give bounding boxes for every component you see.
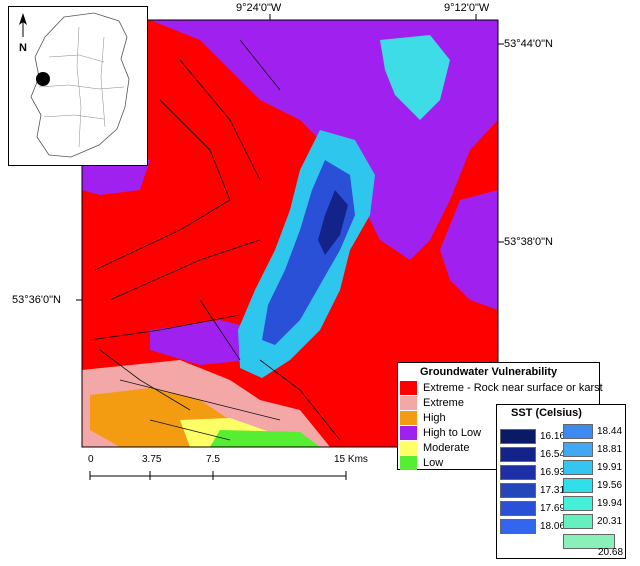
coord-right-1: 53°44'0"N xyxy=(504,38,553,50)
scale-tick-2: 7.5 xyxy=(206,454,220,465)
legend-swatch xyxy=(400,395,417,410)
legend-sst-item: 18.06 xyxy=(500,518,565,534)
legend-sst-item: 18.81 xyxy=(563,441,622,457)
legend-sst-value: 17.69 xyxy=(540,502,566,514)
legend-sst-value: 19.91 xyxy=(597,461,623,473)
legend-swatch xyxy=(400,380,417,395)
legend-sst-value: 17.31 xyxy=(540,484,566,496)
legend-gw-item: Extreme xyxy=(400,395,464,410)
legend-gw-item: Extreme - Rock near surface or karst xyxy=(400,380,603,395)
legend-sst-value: 19.56 xyxy=(597,479,623,491)
legend-sst-item: 16.54 xyxy=(500,446,565,462)
legend-swatch xyxy=(563,533,615,549)
scale-bar: 0 3.75 7.5 15 Kms xyxy=(88,454,368,484)
lake-north-arm xyxy=(380,35,450,120)
legend-gw-item: High to Low xyxy=(400,425,481,440)
legend-swatch xyxy=(400,455,417,470)
legend-sst-value: 20.31 xyxy=(597,515,623,527)
coord-left-1: 53°36'0"N xyxy=(12,294,61,306)
legend-sst-item: 16.16 xyxy=(500,428,565,444)
legend-sst-item: 16.93 xyxy=(500,464,565,480)
legend-swatch xyxy=(500,428,536,444)
legend-swatch xyxy=(563,423,593,439)
legend-swatch xyxy=(500,464,536,480)
map-frame xyxy=(81,19,499,448)
county-boundaries xyxy=(38,26,125,148)
legend-swatch xyxy=(400,410,417,425)
legend-swatch xyxy=(500,482,536,498)
scale-tick-1: 3.75 xyxy=(142,454,162,465)
lake-sst-deepest xyxy=(318,190,348,255)
location-marker xyxy=(36,72,50,86)
legend-sst-item: 17.69 xyxy=(500,500,565,516)
legend-swatch xyxy=(400,440,417,455)
legend-swatch xyxy=(400,425,417,440)
legend-gw-item: High xyxy=(400,410,446,425)
scale-tick-0: 0 xyxy=(88,454,94,465)
scale-tick-3: 15 Kms xyxy=(334,454,368,465)
legend-sst-item: 19.94 xyxy=(563,495,622,511)
zone-high-to-low-south xyxy=(150,320,260,365)
legend-swatch xyxy=(500,500,536,516)
graticule-ticks xyxy=(76,14,504,301)
legend-gw-item: Moderate xyxy=(400,440,469,455)
legend-gw-label: High xyxy=(423,411,446,424)
coord-right-2: 53°38'0"N xyxy=(504,236,553,248)
legend-sst-item: 19.56 xyxy=(563,477,622,493)
legend-sst-title: SST (Celsius) xyxy=(511,407,582,419)
legend-sst-value: 16.54 xyxy=(540,448,566,460)
legend-swatch xyxy=(500,446,536,462)
legend-swatch xyxy=(563,459,593,475)
legend-gw-label: Moderate xyxy=(423,441,470,454)
legend-swatch xyxy=(500,518,536,534)
legend-gw-label: Extreme - Rock near surface or karst xyxy=(423,381,603,394)
legend-sst: SST (Celsius) 16.16 16.54 16.93 17.31 17… xyxy=(496,404,626,559)
legend-sst-value: 18.81 xyxy=(597,443,623,455)
legend-sst-value: 16.16 xyxy=(540,430,566,442)
legend-sst-item xyxy=(563,533,615,549)
legend-sst-item: 17.31 xyxy=(500,482,565,498)
fault-lines xyxy=(89,39,341,441)
inset-locator-map: N xyxy=(8,6,148,166)
zone-low xyxy=(210,430,320,447)
legend-gw-label: High to Low xyxy=(423,426,482,439)
legend-swatch xyxy=(563,441,593,457)
legend-sst-item: 19.91 xyxy=(563,459,622,475)
coord-top-1: 9°24'0"W xyxy=(236,2,282,14)
legend-sst-item: 20.31 xyxy=(563,513,622,529)
legend-gw-item: Low xyxy=(400,455,443,470)
coord-top-2: 9°12'0"W xyxy=(444,2,490,14)
legend-sst-item: 18.44 xyxy=(563,423,622,439)
legend-sst-value: 18.06 xyxy=(540,520,566,532)
legend-swatch xyxy=(563,495,593,511)
legend-sst-value: 19.94 xyxy=(597,497,623,509)
legend-swatch xyxy=(563,513,593,529)
legend-sst-value: 20.68 xyxy=(598,547,624,558)
north-arrow-icon xyxy=(19,13,27,37)
inset-map-svg: N xyxy=(19,12,130,158)
legend-gw-label: Extreme xyxy=(423,396,464,409)
scale-bar-line xyxy=(89,471,347,480)
legend-gw-title: Groundwater Vulnerability xyxy=(420,366,558,378)
north-label: N xyxy=(19,42,27,54)
legend-gw-label: Low xyxy=(423,456,444,469)
zone-high-to-low-east xyxy=(440,190,498,310)
legend-sst-value: 18.44 xyxy=(597,425,623,437)
legend-swatch xyxy=(563,477,593,493)
legend-sst-value: 16.93 xyxy=(540,466,566,478)
